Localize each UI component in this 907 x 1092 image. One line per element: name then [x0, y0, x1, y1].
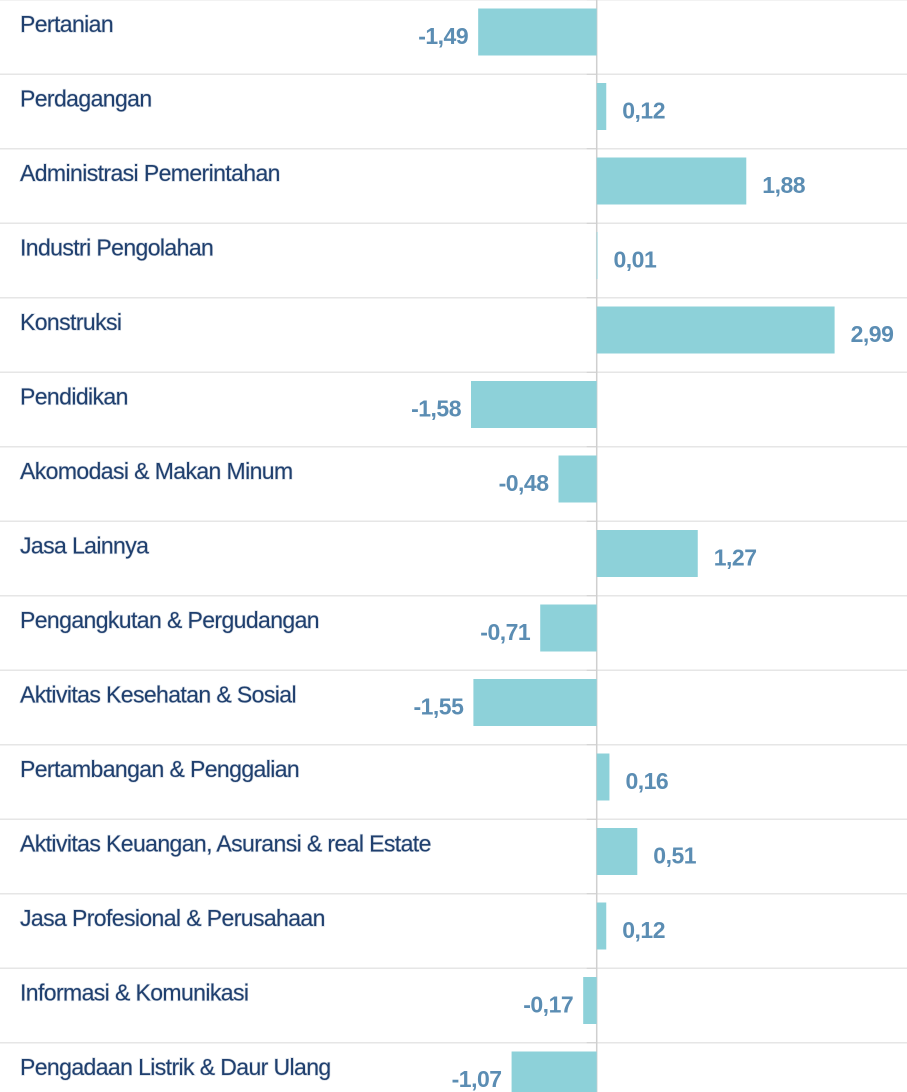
category-label: Informasi & Komunikasi [20, 980, 248, 1006]
bar [596, 232, 598, 279]
bar [473, 679, 597, 726]
value-label: 0,12 [622, 98, 665, 124]
category-label: Aktivitas Keuangan, Asuransi & real Esta… [20, 831, 431, 857]
category-label: Pertambangan & Penggalian [20, 756, 299, 782]
value-label: 0,16 [625, 768, 668, 794]
value-label: -1,58 [411, 396, 462, 422]
category-label: Jasa Profesional & Perusahaan [20, 905, 325, 931]
category-label: Aktivitas Kesehatan & Sosial [20, 682, 296, 708]
category-label: Jasa Lainnya [20, 533, 149, 559]
value-label: -0,17 [523, 992, 573, 1018]
bar [596, 530, 698, 577]
category-label: Administrasi Pemerintahan [20, 160, 280, 186]
bar [558, 455, 597, 503]
value-label: 2,99 [851, 321, 894, 347]
value-label: -1,07 [452, 1066, 502, 1092]
bar [596, 753, 610, 801]
category-label: Akomodasi & Makan Minum [20, 458, 293, 484]
category-label: Pendidikan [20, 384, 128, 410]
value-label: -1,55 [413, 694, 464, 720]
value-label: 0,01 [614, 247, 657, 273]
category-label: Pengangkutan & Pergudangan [20, 607, 319, 633]
bar [596, 306, 835, 354]
value-label: -1,49 [418, 23, 468, 49]
bar [478, 8, 597, 56]
bar [596, 902, 607, 950]
bar [596, 83, 607, 130]
category-label: Konstruksi [20, 309, 121, 335]
bar [596, 828, 638, 875]
bar [540, 604, 597, 652]
value-label: -0,48 [499, 470, 550, 496]
value-label: 0,51 [653, 843, 696, 869]
value-label: 1,27 [714, 545, 757, 571]
value-label: 0,12 [622, 917, 665, 943]
category-label: Pengadaan Listrik & Daur Ulang [20, 1054, 331, 1080]
bar [511, 1051, 597, 1092]
bar [583, 977, 597, 1024]
category-label: Pertanian [20, 11, 113, 37]
category-label: Perdagangan [20, 86, 152, 112]
category-label: Industri Pengolahan [20, 235, 213, 261]
value-label: 1,88 [762, 172, 805, 198]
value-label: -0,71 [480, 619, 531, 645]
bar [596, 157, 747, 205]
bar [471, 381, 597, 428]
